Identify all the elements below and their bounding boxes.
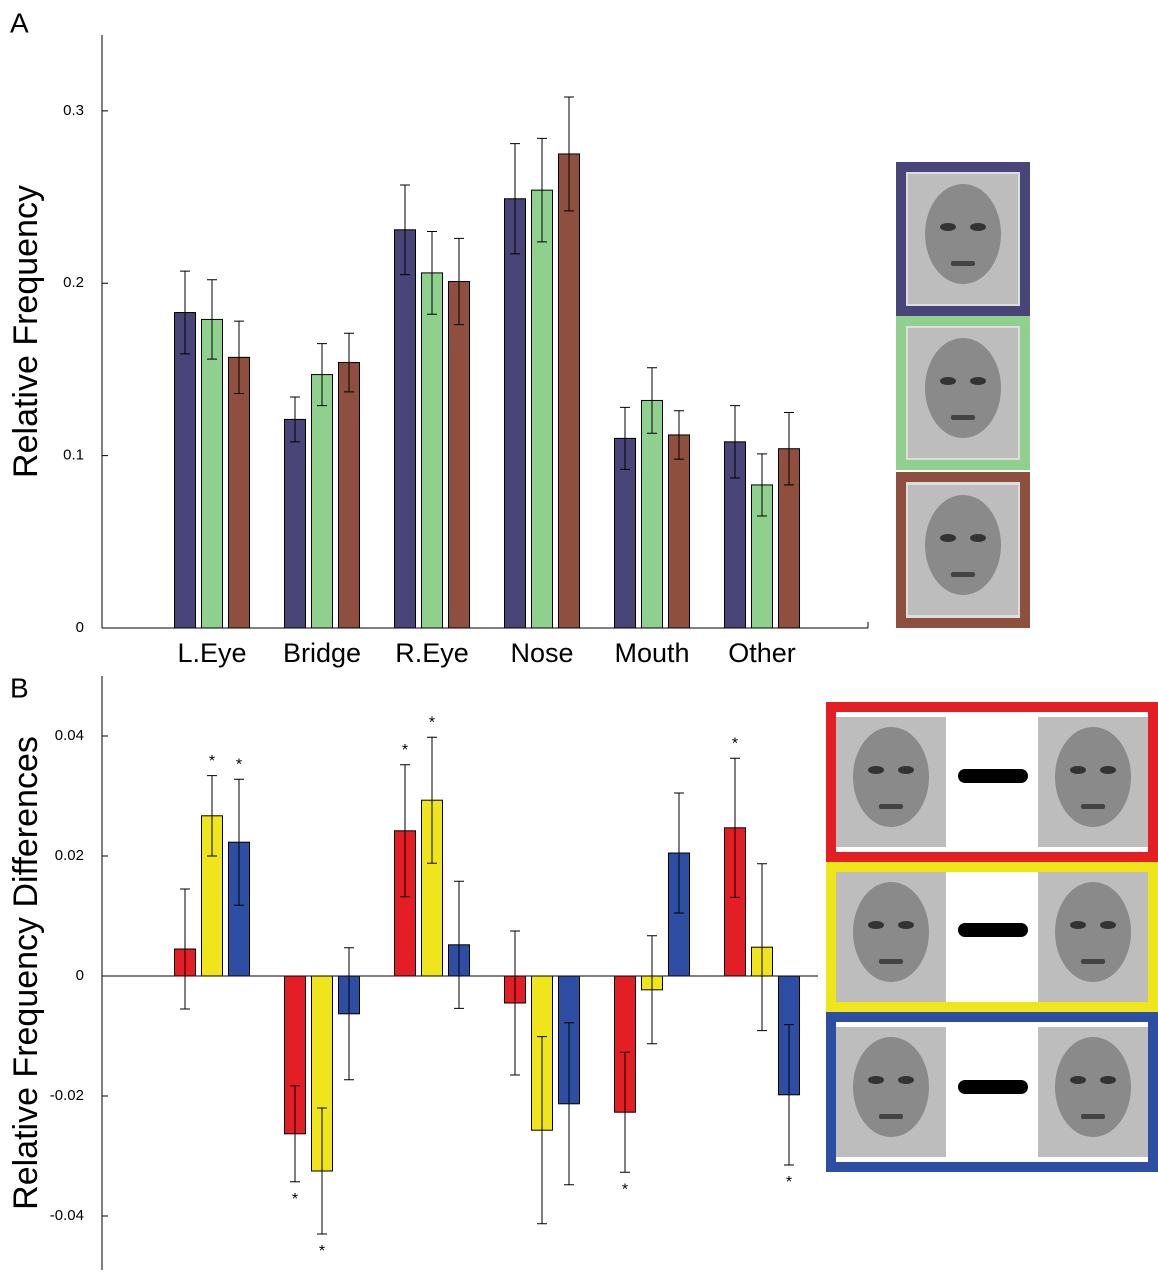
- significance-marker: *: [292, 1191, 298, 1208]
- error-bar: [730, 405, 740, 479]
- error-bar: [510, 930, 520, 1076]
- error-bar: [647, 367, 657, 434]
- significance-marker: *: [209, 753, 215, 770]
- bar: [641, 399, 663, 629]
- error-bar: [290, 1085, 300, 1183]
- bar: [311, 374, 333, 629]
- bar: [394, 229, 416, 629]
- error-bar: [234, 320, 244, 395]
- error-bar: [317, 343, 327, 407]
- error-bar: [454, 880, 464, 1009]
- bar: [421, 272, 443, 629]
- y-tick-label: -0.04: [50, 1207, 84, 1224]
- bar: [338, 362, 360, 629]
- y-tick-label: 0.3: [63, 102, 84, 119]
- error-bar: [620, 1051, 630, 1173]
- significance-marker: *: [786, 1174, 792, 1191]
- y-tick-label: 0.1: [63, 447, 84, 464]
- error-bar: [207, 775, 217, 857]
- bar: [504, 198, 526, 629]
- error-bar: [537, 1036, 547, 1225]
- error-bar: [564, 1022, 574, 1186]
- error-bar: [564, 96, 574, 212]
- x-tick-label: Nose: [510, 638, 573, 668]
- error-bar: [674, 410, 684, 460]
- error-bar: [234, 778, 244, 906]
- error-bar: [537, 137, 547, 243]
- significance-marker: *: [622, 1181, 628, 1198]
- x-tick-label: Other: [728, 638, 796, 668]
- x-tick-label: Mouth: [614, 638, 689, 668]
- y-tick-label: 0.02: [55, 847, 84, 864]
- error-bar: [317, 1107, 327, 1235]
- y-tick-label: 0.04: [55, 727, 84, 744]
- error-bar: [757, 453, 767, 517]
- error-bar: [510, 143, 520, 255]
- x-tick-label: R.Eye: [395, 638, 469, 668]
- legend-images-a: [896, 162, 1030, 628]
- error-bar: [730, 757, 740, 898]
- error-bar: [784, 412, 794, 486]
- error-bar: [400, 764, 410, 898]
- error-bar: [427, 736, 437, 864]
- y-tick-label: 0: [76, 619, 84, 636]
- x-tick-label: Bridge: [283, 638, 361, 668]
- bar: [174, 312, 196, 629]
- y-axis-label: Relative Frequency Differences: [7, 736, 45, 1210]
- error-bar: [674, 792, 684, 914]
- significance-marker: *: [732, 735, 738, 752]
- bar: [448, 281, 470, 629]
- significance-marker: *: [236, 756, 242, 773]
- error-bar: [344, 332, 354, 393]
- error-bar: [290, 396, 300, 443]
- error-bar: [454, 237, 464, 326]
- error-bar: [400, 184, 410, 276]
- y-tick-label: 0: [76, 967, 84, 984]
- error-bar: [620, 406, 630, 470]
- error-bar: [207, 279, 217, 360]
- error-bar: [784, 1024, 794, 1166]
- significance-marker: *: [402, 742, 408, 759]
- bar: [558, 153, 580, 629]
- bar: [284, 418, 306, 629]
- y-axis-label: Relative Frequency: [7, 185, 45, 478]
- panel-label: A: [10, 7, 29, 38]
- error-bar: [427, 231, 437, 315]
- significance-marker: *: [429, 714, 435, 731]
- legend-images-b: [826, 702, 1158, 1172]
- error-bar: [180, 888, 190, 1010]
- bar: [668, 434, 690, 629]
- bar: [531, 189, 553, 629]
- bar: [228, 356, 250, 629]
- error-bar: [344, 947, 354, 1081]
- error-bar: [757, 863, 767, 1032]
- error-bar: [180, 270, 190, 355]
- bar: [201, 318, 223, 629]
- x-tick-label: L.Eye: [177, 638, 246, 668]
- y-tick-label: 0.2: [63, 274, 84, 291]
- panel-label: B: [10, 672, 29, 703]
- y-tick-label: -0.02: [50, 1087, 84, 1104]
- error-bar: [647, 935, 657, 1045]
- significance-marker: *: [319, 1243, 325, 1260]
